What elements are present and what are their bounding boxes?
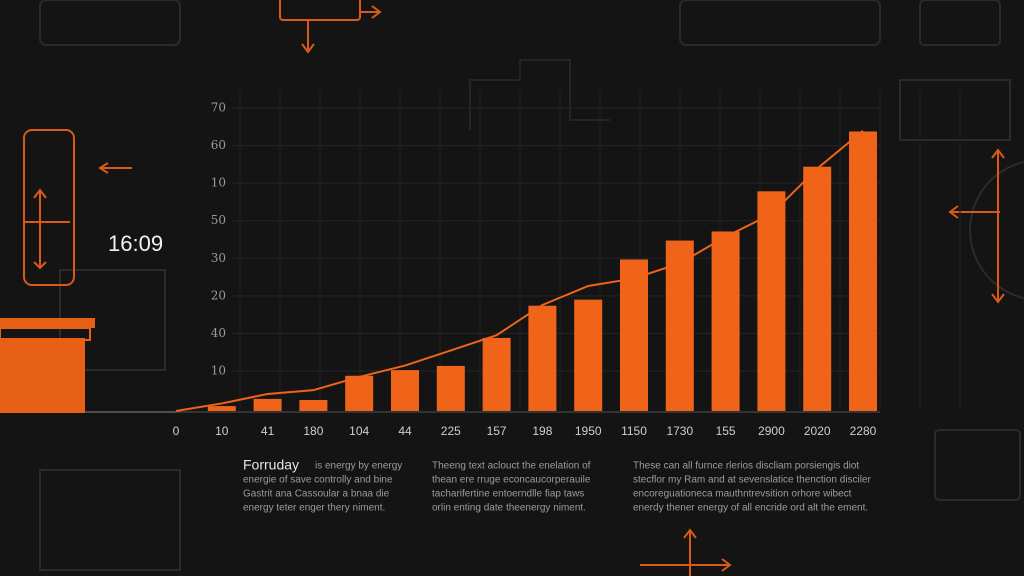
bar [436, 365, 465, 411]
caption-line: Gastrit ana Cassoular a bnaa die [243, 489, 390, 500]
x-tick-label: 1150 [621, 424, 647, 438]
x-tick-label: 198 [532, 424, 552, 438]
bar [574, 299, 603, 411]
y-tick-label: 60 [211, 138, 226, 152]
decor-orange [23, 0, 1005, 576]
bar [620, 259, 648, 411]
y-tick-label: 10 [211, 364, 226, 378]
bar [299, 400, 328, 411]
caption-line: energy teter enger thery niment. [243, 503, 385, 514]
caption-line: stecflor my Ram and at sevenslatice then… [633, 475, 872, 486]
x-tick-label: 1950 [575, 424, 602, 438]
x-tick-label: 104 [349, 424, 369, 438]
x-tick-label: 41 [261, 424, 275, 438]
bar [528, 305, 557, 411]
bar [345, 375, 374, 411]
bar [482, 337, 511, 411]
x-tick-label: 1730 [666, 424, 693, 438]
bar [711, 231, 740, 411]
bar [849, 131, 877, 412]
caption-line: is energy by energy [315, 461, 402, 472]
x-tick-label: 157 [487, 424, 507, 438]
bar [665, 240, 694, 411]
y-tick-label: 50 [211, 213, 226, 227]
caption-line: thean ere rruge econcaucorperauile [432, 475, 591, 486]
time: 16:09 [108, 231, 163, 256]
caption-line: tacharifertine entoerndlle fiap taws [432, 489, 584, 500]
caption-line: Theeng text aclouct the enelation of [432, 461, 591, 472]
x-tick-label: 2900 [758, 424, 785, 438]
x-tick-label: 225 [441, 424, 461, 438]
x-tick-label: 2020 [804, 424, 831, 438]
bar [253, 398, 282, 411]
bar [207, 406, 236, 411]
x-tick-label: 10 [215, 424, 229, 438]
caption-line: encoreguationeca mauthntrevsition orhore… [633, 489, 852, 500]
y-tick-label: 10 [211, 176, 226, 190]
caption-line: enerdy thener energy of all encride ord … [633, 503, 868, 514]
y-tick-label: 30 [211, 251, 226, 265]
x-tick-label: 155 [716, 424, 736, 438]
y-tick-label: 20 [211, 288, 226, 302]
caption-line: These can all furnce rlerios discliam po… [633, 461, 859, 472]
machine [0, 318, 95, 413]
bar [757, 191, 786, 411]
caption-heading: Forruday [243, 457, 299, 473]
y-tick-label: 40 [211, 326, 226, 340]
caption-line: energie of save controlly and bine [243, 475, 393, 486]
trend-line [175, 129, 864, 412]
y-tick-label: 70 [211, 101, 226, 115]
x-tick-label: 2280 [850, 424, 877, 438]
caption-line: orlin enting date theenergy niment. [432, 503, 586, 514]
bar [391, 370, 419, 411]
x-tick-label: 44 [398, 424, 412, 438]
bar [803, 166, 832, 411]
x-tick-label: 180 [303, 424, 323, 438]
x-tick-label: 0 [173, 424, 180, 438]
